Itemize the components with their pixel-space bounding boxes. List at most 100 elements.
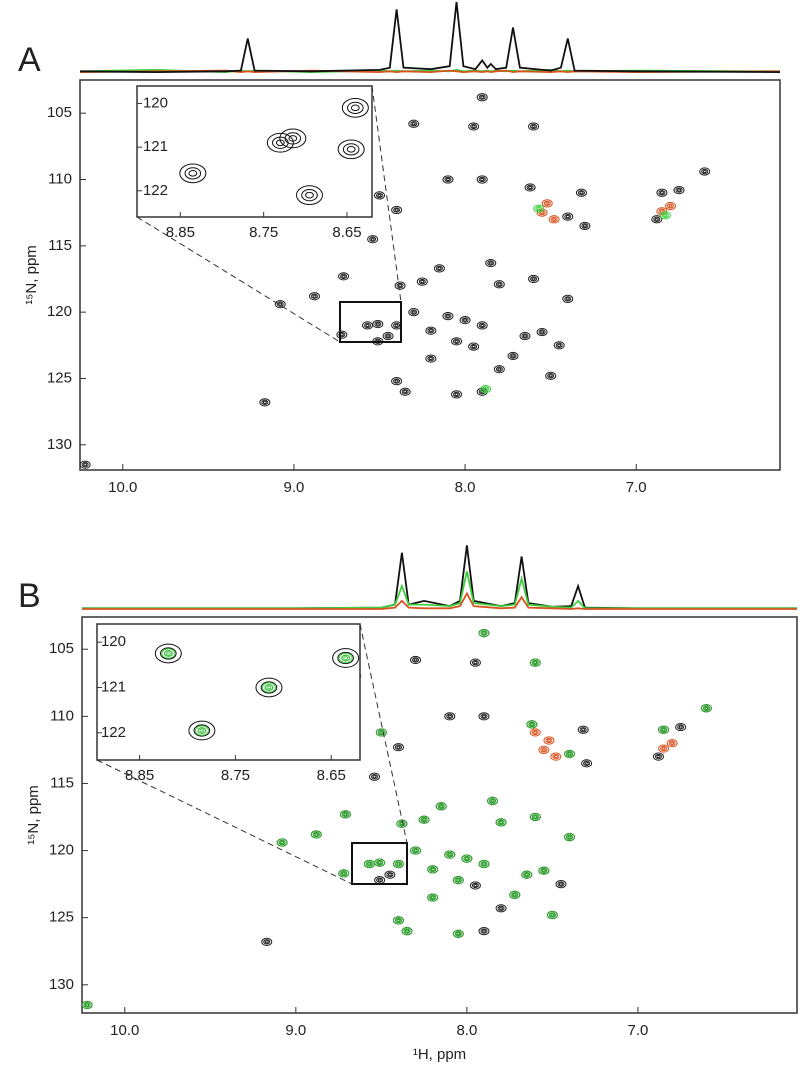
- peak: [555, 880, 567, 889]
- y-tick-label: 110: [50, 707, 74, 724]
- contour: [367, 235, 379, 244]
- contour: [558, 882, 563, 886]
- contour: [661, 746, 666, 751]
- contour: [545, 737, 553, 744]
- contour: [401, 389, 409, 395]
- peak: [529, 812, 541, 822]
- contour: [528, 721, 536, 728]
- contour: [163, 650, 173, 657]
- x-tick-label: 10.0: [110, 1022, 139, 1039]
- contour: [463, 318, 468, 322]
- contour: [377, 878, 382, 882]
- contour: [276, 301, 284, 307]
- peak: [528, 122, 540, 131]
- y-tick-label: 120: [49, 842, 74, 859]
- contour: [540, 868, 548, 874]
- contour: [376, 192, 384, 199]
- contour: [482, 386, 490, 392]
- peak: [699, 167, 711, 176]
- panel: A 10.0 9.0 8.0 7.0 105 110 115 120 125 130 ¹⁵N, ppm: [18, 41, 781, 496]
- contour: [470, 343, 478, 350]
- contour: [575, 188, 587, 197]
- contour: [546, 910, 558, 920]
- panel-label: A: [18, 41, 41, 79]
- contour: [418, 815, 430, 824]
- contour: [447, 853, 452, 857]
- contour: [468, 342, 480, 351]
- contour: [651, 215, 663, 224]
- contour: [531, 124, 536, 129]
- contour: [675, 722, 687, 732]
- peak: [478, 712, 490, 721]
- contour: [444, 176, 452, 183]
- contour: [376, 877, 384, 883]
- contour: [673, 186, 685, 195]
- contour: [401, 927, 413, 936]
- contour: [337, 651, 354, 665]
- peak: [519, 331, 531, 341]
- inset-x-tick-label: 8.65: [332, 224, 361, 241]
- contour: [459, 316, 471, 325]
- contour: [567, 752, 572, 756]
- contour: [427, 865, 439, 874]
- peak: [372, 319, 384, 329]
- peak: [675, 722, 687, 732]
- contour: [341, 274, 346, 278]
- peak: [543, 736, 555, 745]
- contour: [541, 199, 553, 208]
- contour: [288, 135, 298, 142]
- contour: [656, 755, 661, 759]
- contour: [264, 684, 274, 691]
- contour: [342, 143, 360, 156]
- contour: [555, 342, 563, 348]
- contour: [509, 890, 521, 899]
- peak: [308, 292, 320, 301]
- inset-y-tick-label: 122: [143, 182, 168, 199]
- contour: [471, 659, 479, 666]
- peak: [391, 377, 403, 386]
- connector: [371, 85, 402, 303]
- peak: [451, 337, 463, 346]
- contour: [564, 833, 575, 842]
- x-axis-label: ¹H, ppm: [413, 1046, 466, 1063]
- inset: 8.85 8.75 8.65 120 121 122: [96, 623, 361, 784]
- contour: [583, 760, 591, 766]
- contour: [702, 169, 707, 174]
- peak: [476, 175, 488, 184]
- contour: [427, 355, 435, 362]
- contour: [564, 213, 572, 220]
- contour: [310, 293, 318, 299]
- contour: [442, 175, 454, 184]
- contour: [468, 122, 480, 131]
- peak: [575, 188, 587, 197]
- contour: [408, 119, 420, 128]
- x-tick-label: 7.0: [626, 479, 647, 496]
- contour: [413, 848, 418, 853]
- contour: [666, 203, 674, 209]
- contour: [393, 207, 401, 213]
- y-tick-label: 120: [47, 303, 72, 320]
- inset-y-tick-label: 120: [143, 94, 168, 111]
- contour: [658, 190, 666, 196]
- contour: [413, 658, 418, 662]
- contour: [521, 333, 529, 339]
- inset-y-tick-label: 122: [101, 724, 126, 741]
- contour: [425, 326, 437, 335]
- peak: [276, 838, 288, 847]
- contour: [262, 400, 267, 404]
- peak: [392, 859, 404, 869]
- peak: [493, 280, 505, 289]
- peak: [341, 97, 369, 118]
- contour: [416, 277, 428, 286]
- contour: [454, 931, 462, 937]
- peak: [399, 387, 411, 396]
- peak: [442, 312, 454, 321]
- contour: [582, 224, 587, 228]
- contour: [480, 390, 485, 394]
- peak: [564, 833, 575, 842]
- contour: [393, 378, 401, 384]
- contour: [541, 869, 546, 873]
- inset-x-tick-label: 8.75: [221, 767, 250, 784]
- contour: [179, 163, 207, 184]
